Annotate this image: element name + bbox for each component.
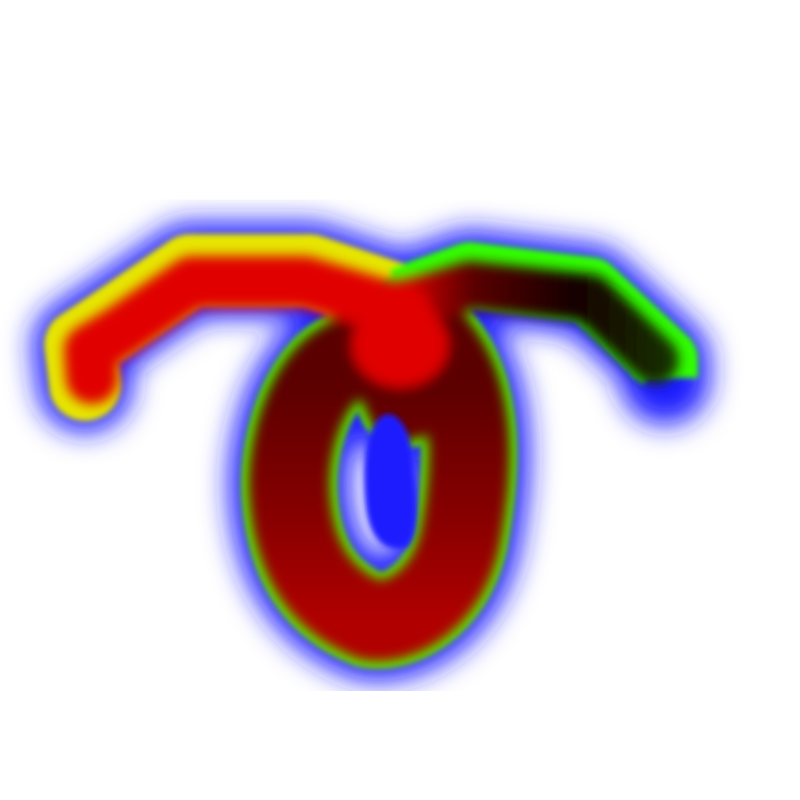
loop-hole	[363, 414, 417, 549]
core-layer	[64, 256, 679, 662]
